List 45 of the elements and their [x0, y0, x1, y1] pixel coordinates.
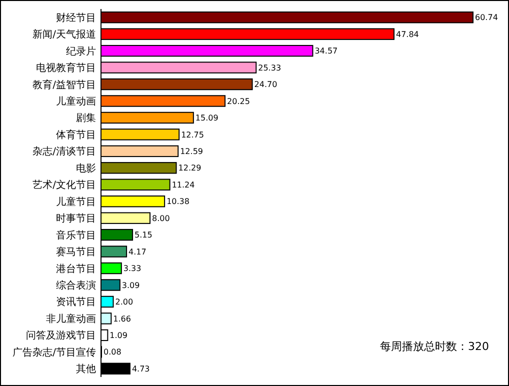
y-tick-label: 综合表演: [56, 280, 96, 292]
data-label: 0.08: [103, 348, 122, 357]
y-tick-label: 资讯节目: [56, 296, 96, 308]
data-label: 25.33: [258, 63, 282, 72]
data-label: 15.09: [195, 114, 218, 123]
data-label: 1.09: [110, 330, 128, 340]
data-label: 4.17: [128, 247, 146, 256]
data-label: 3.09: [122, 280, 140, 290]
data-label: 2.00: [115, 298, 134, 307]
y-tick-label: 财经节目: [56, 12, 96, 24]
data-label: 5.15: [134, 230, 152, 240]
data-label: 34.57: [314, 46, 338, 56]
data-label: 12.59: [180, 146, 204, 156]
y-tick-label: 电视教育节目: [36, 62, 96, 74]
y-tick-label: 纪录片: [66, 45, 96, 58]
y-tick-label: 体育节目: [56, 128, 96, 141]
y-tick-label: 新闻/天气报道: [32, 28, 96, 41]
data-label: 60.74: [475, 13, 498, 22]
y-tick-label: 剧集: [76, 112, 96, 124]
y-tick-label: 音乐节目: [56, 229, 96, 242]
data-label: 3.33: [123, 264, 142, 274]
y-tick-label: 时事节目: [56, 212, 96, 225]
y-tick-label: 港台节目: [56, 262, 96, 275]
y-tick-label: 艺术/文化节目: [32, 179, 96, 192]
y-tick-label: 儿童动画: [56, 96, 96, 108]
data-label: 10.38: [166, 197, 190, 206]
y-tick-label: 赛马节目: [56, 246, 96, 258]
y-tick-label: 教育/益智节目: [32, 78, 96, 91]
annotation: 每周播放总时数：320: [380, 340, 489, 353]
y-tick-label: 杂志/清谈节目: [32, 146, 96, 158]
y-tick-label: 其他: [76, 363, 96, 376]
data-label: 8.00: [152, 214, 170, 223]
y-tick-label: 问答及游戏节目: [26, 330, 96, 342]
data-label: 12.29: [178, 164, 202, 173]
data-label: 4.73: [132, 364, 150, 374]
data-label: 47.84: [396, 30, 419, 39]
y-tick-label: 电影: [76, 162, 96, 174]
data-label: 1.66: [113, 314, 131, 324]
data-label: 11.24: [172, 180, 195, 190]
data-label: 24.70: [254, 80, 278, 90]
y-tick-label: 儿童节目: [56, 196, 96, 208]
data-label: 20.25: [227, 96, 250, 106]
data-label: 12.75: [181, 130, 204, 140]
y-tick-label: 广告杂志/节目宣传: [12, 346, 96, 358]
y-tick-label: 非儿童动画: [46, 312, 96, 325]
